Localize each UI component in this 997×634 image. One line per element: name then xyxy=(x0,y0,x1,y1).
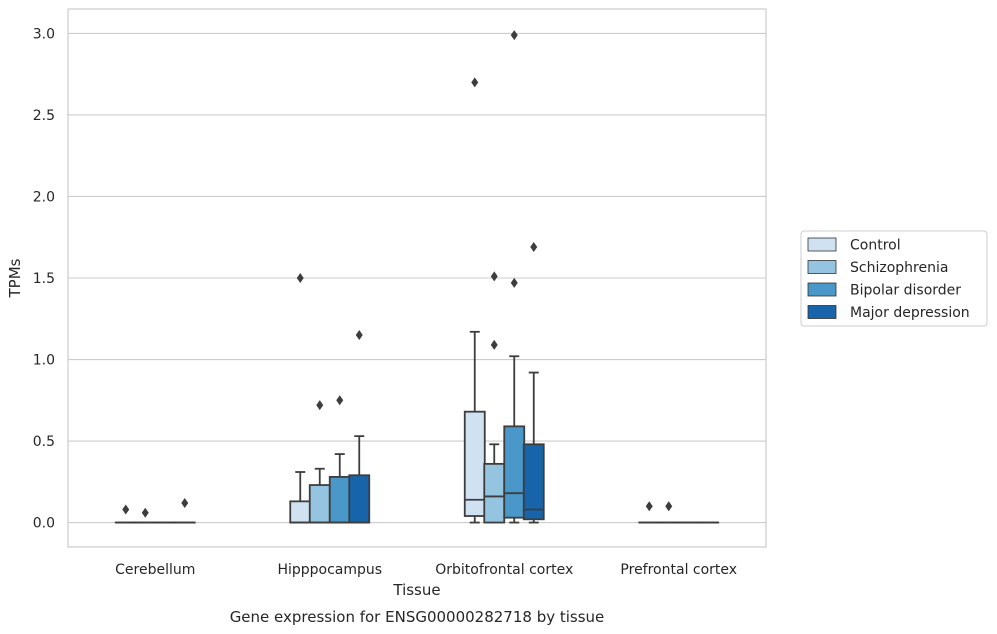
y-tick-labels: 0.0 0.5 1.0 1.5 2.0 2.5 3.0 xyxy=(33,26,55,531)
outlier-point xyxy=(181,497,189,508)
y-tick-label: 0.5 xyxy=(33,434,55,450)
outlier-point xyxy=(141,507,149,518)
legend-item: Bipolar disorder xyxy=(807,282,961,299)
x-tick-label: Prefrontal cortex xyxy=(620,562,737,578)
box-body xyxy=(348,474,371,524)
outlier-point xyxy=(122,504,130,515)
legend-label: Bipolar disorder xyxy=(850,283,961,299)
outlier-point xyxy=(296,273,304,283)
box-body xyxy=(483,462,506,524)
x-tick-label: Hipppocampus xyxy=(277,562,382,578)
legend-label: Control xyxy=(850,238,901,254)
plot-frame xyxy=(67,8,767,548)
box-body xyxy=(289,500,312,524)
legend-swatch xyxy=(807,282,837,297)
legend-swatch xyxy=(807,237,837,252)
legend: Control Schizophrenia Bipolar disorder Majo… xyxy=(800,230,988,327)
box-major-depression xyxy=(173,497,196,524)
y-tick-label: 1.0 xyxy=(33,353,55,369)
y-axis-title: TPMs xyxy=(6,258,24,298)
y-tick-label: 1.5 xyxy=(33,271,55,287)
legend-swatch xyxy=(807,260,837,274)
box-body xyxy=(328,475,351,524)
x-tick-labels: Cerebellum Hipppocampus Orbitofrontal cort… xyxy=(115,562,737,578)
boxes xyxy=(114,30,720,524)
box-bipolar-disorder xyxy=(328,395,351,524)
box-body xyxy=(308,484,331,524)
box-body xyxy=(522,443,545,521)
box-body xyxy=(503,425,526,519)
box-schizophrenia xyxy=(308,400,331,524)
y-tick-label: 3.0 xyxy=(33,26,55,42)
outlier-point xyxy=(471,77,479,88)
x-tick-label: Cerebellum xyxy=(115,562,195,578)
chart-caption: Gene expression for ENSG00000282718 by t… xyxy=(230,608,605,626)
box-schizophrenia xyxy=(134,507,157,524)
legend-label: Major depression xyxy=(850,305,970,321)
box-control xyxy=(638,501,661,524)
x-tick-label: Orbitofrontal cortex xyxy=(435,562,573,578)
outlier-point xyxy=(530,242,538,253)
box-control xyxy=(463,77,486,524)
legend-frame xyxy=(800,230,988,327)
legend-swatch xyxy=(807,305,837,319)
box-major-depression xyxy=(348,330,371,524)
outlier-point xyxy=(510,30,518,41)
outlier-point xyxy=(490,339,498,350)
y-tick-label: 2.5 xyxy=(33,108,55,124)
outlier-point xyxy=(336,395,344,406)
legend-label: Schizophrenia xyxy=(850,260,948,276)
box-control xyxy=(289,273,312,524)
outlier-point xyxy=(510,277,518,288)
outlier-point xyxy=(490,271,498,282)
legend-item: Control xyxy=(807,237,901,254)
x-axis-title: Tissue xyxy=(392,581,440,599)
outlier-point xyxy=(665,501,673,512)
outlier-point xyxy=(316,400,324,411)
legend-item: Schizophrenia xyxy=(807,260,948,276)
y-tick-label: 0.0 xyxy=(33,516,55,532)
box-major-depression xyxy=(522,242,545,524)
box-schizophrenia xyxy=(483,271,506,524)
legend-item: Major depression xyxy=(807,305,970,321)
y-tick-label: 2.0 xyxy=(33,189,55,205)
outlier-point xyxy=(355,330,363,341)
box-bipolar-disorder xyxy=(503,30,526,524)
outlier-point xyxy=(645,501,653,512)
